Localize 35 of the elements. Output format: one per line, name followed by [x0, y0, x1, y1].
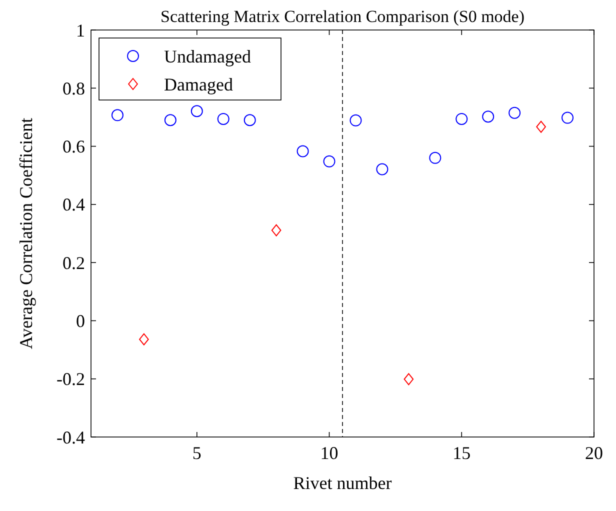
point — [217, 112, 230, 125]
point — [323, 155, 336, 168]
y-tick-label: 0 — [76, 311, 85, 332]
point — [404, 373, 414, 386]
x-tick-label: 10 — [320, 443, 338, 463]
point — [271, 224, 282, 236]
x-tick-label: 5 — [192, 443, 202, 463]
legend-label: Undamaged — [164, 46, 251, 66]
point — [429, 152, 442, 164]
y-tick-label: -0.2 — [56, 369, 85, 390]
x-tick-label: 15 — [452, 443, 471, 463]
y-tick-label: 0.8 — [62, 78, 85, 98]
point — [508, 106, 521, 119]
x-tick-label: 20 — [585, 443, 603, 463]
y-axis-title: Average Correlation Coefficient — [16, 118, 36, 350]
y-tick-label: 0.6 — [62, 136, 85, 157]
point — [350, 114, 362, 126]
point — [190, 105, 203, 118]
point — [376, 163, 388, 176]
point — [296, 145, 309, 158]
legend-label: Damaged — [164, 74, 233, 94]
y-tick-label: 1 — [76, 20, 85, 40]
y-tick-label: 0.2 — [62, 252, 85, 273]
y-tick-label: -0.4 — [56, 427, 85, 448]
point — [139, 333, 149, 346]
point — [536, 120, 546, 133]
point — [164, 114, 176, 126]
point — [244, 114, 256, 126]
point — [482, 110, 494, 123]
point — [111, 109, 124, 122]
point — [562, 112, 574, 124]
y-tick-label: 0.4 — [62, 194, 85, 215]
x-axis-title: Rivet number — [293, 473, 392, 493]
point — [456, 112, 468, 125]
chart-title: Scattering Matrix Correlation Comparison (S0 mode) — [160, 7, 525, 26]
